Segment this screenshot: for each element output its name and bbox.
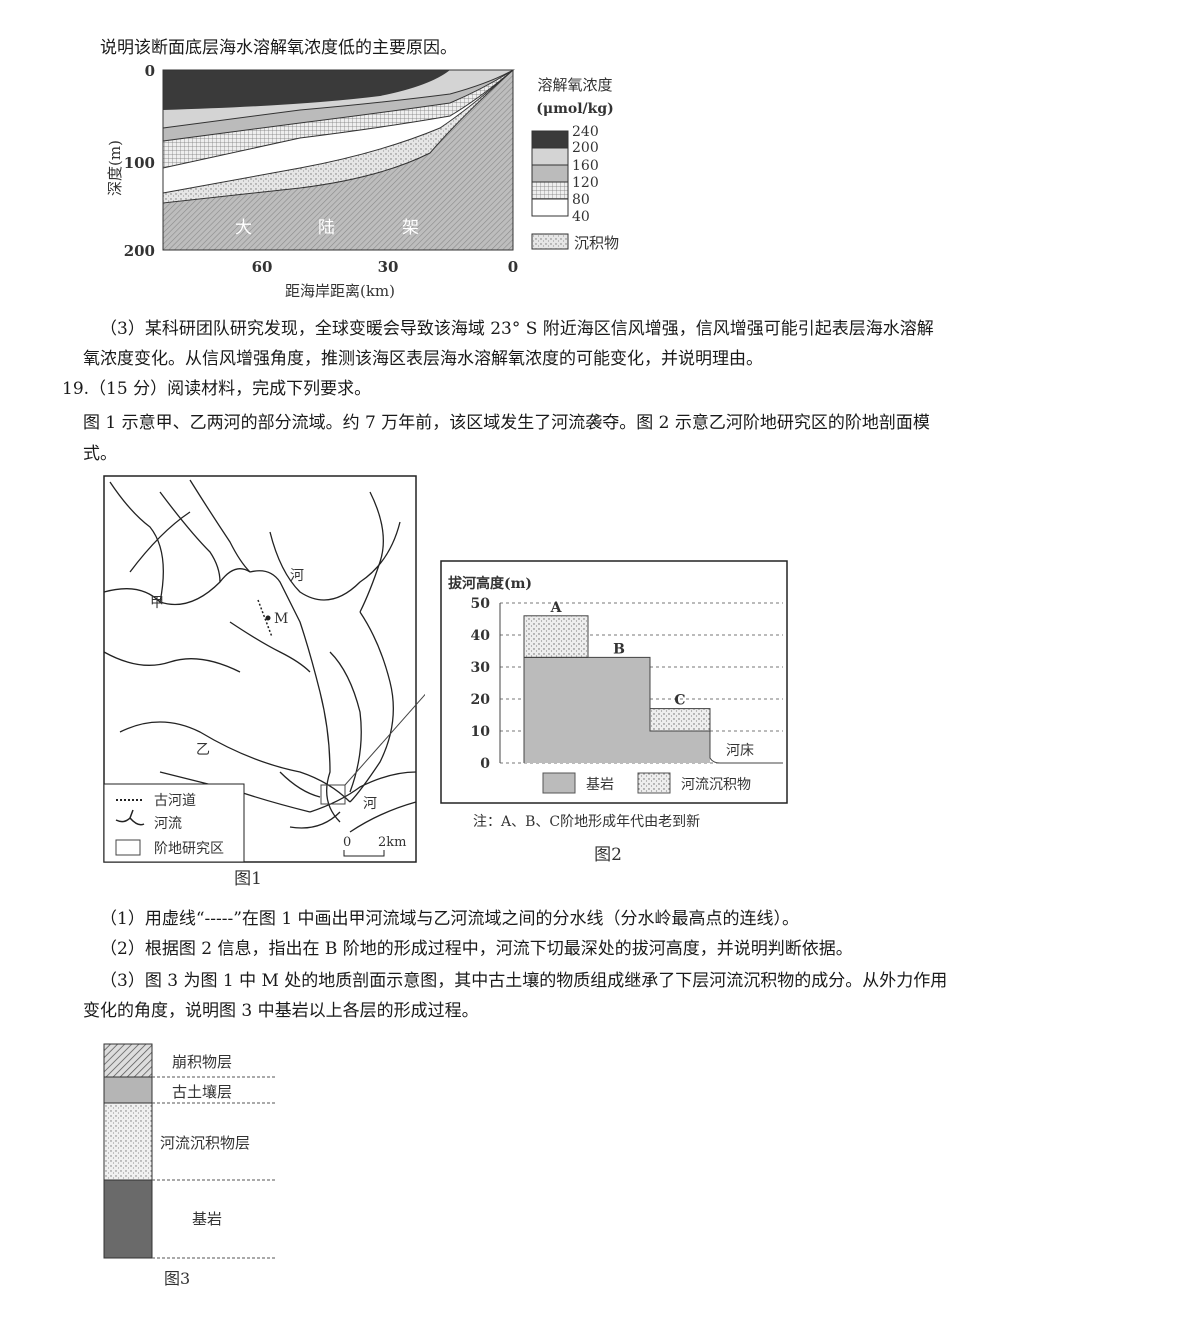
y-tick: 50	[471, 596, 491, 612]
legend-ancient-channel: 古河道	[154, 793, 196, 809]
terrace-label: B	[613, 641, 625, 657]
figure2-note: 注：A、B、C阶地形成年代由老到新	[473, 814, 700, 830]
question-text: 氧浓度变化。从信风增强角度，推测该海区表层海水溶解氧浓度的可能变化，并说明理由。	[83, 349, 763, 369]
legend-level: 80	[572, 192, 590, 208]
legend-sediment: 河流沉积物	[681, 777, 751, 793]
layer-label: 河流沉积物层	[160, 1134, 250, 1152]
figure1-caption: 图1	[234, 869, 262, 889]
legend-bedrock: 基岩	[586, 776, 614, 793]
riverbed-label: 河床	[726, 743, 754, 759]
sediment-A	[523, 615, 589, 658]
legend-unit: (μmol/kg)	[536, 101, 614, 117]
figure2-terrace-profile: 拔河高度(m) A B C 0 10 20 30 40 50 河床 基岩 河流沉积物 注：A、…	[440, 560, 788, 865]
x-axis-label: 距海岸距离(km)	[285, 282, 395, 300]
question-text: （2）根据图 2 信息，指出在 B 阶地的形成过程中，河流下切最深处的拔河高度，…	[100, 939, 853, 959]
study-area-box	[320, 784, 346, 805]
question-heading: 19.（15 分）阅读材料，完成下列要求。	[62, 379, 372, 399]
legend-level: 160	[572, 158, 599, 174]
figure2-caption: 图2	[594, 845, 622, 865]
oxygen-section-chart: 0 100 200 60 30 0 距海岸距离(km) 深度(m) 大 陆 架 …	[106, 62, 619, 300]
question-text: 变化的角度，说明图 3 中基岩以上各层的形成过程。	[83, 1001, 479, 1021]
legend-sediment: 沉积物	[574, 234, 619, 252]
figure3-caption: 图3	[164, 1269, 190, 1288]
bedrock-A	[524, 657, 588, 763]
y-tick: 30	[471, 660, 491, 676]
scale-dist: 2km	[378, 835, 406, 850]
legend-level: 40	[572, 209, 590, 225]
label-m: M	[274, 611, 288, 627]
y-tick: 0	[145, 62, 155, 80]
x-tick: 30	[378, 258, 399, 276]
pointer-line	[344, 693, 425, 786]
layer-bedrock	[103, 1179, 153, 1259]
scale-bar	[343, 850, 385, 857]
question-text: （3）某科研团队研究发现，全球变暖会导致该海域 23° S 附近海区信风增强，信…	[100, 319, 934, 339]
bedrock-B	[588, 657, 650, 763]
y-tick: 0	[480, 756, 490, 772]
y-tick: 20	[471, 692, 491, 708]
rivers	[103, 479, 417, 833]
ancient-channel	[257, 599, 273, 638]
terrace-label: A	[550, 600, 563, 616]
label-jia: 甲	[150, 595, 164, 611]
point-m	[265, 615, 271, 621]
question-text: 说明该断面底层海水溶解氧浓度低的主要原因。	[100, 38, 457, 58]
question-text: （1）用虚线“-----”在图 1 中画出甲河流域与乙河流域之间的分水线（分水岭…	[100, 909, 800, 929]
label-yi: 乙	[196, 742, 210, 758]
x-tick: 0	[508, 258, 518, 276]
y-tick: 100	[124, 154, 155, 172]
bedrock-C	[650, 731, 710, 763]
layer-label: 基岩	[192, 1210, 222, 1228]
shelf-label: 陆	[318, 218, 335, 238]
x-tick: 60	[252, 258, 273, 276]
shelf-label: 大	[235, 218, 252, 238]
legend-title: 溶解氧浓度	[537, 76, 612, 94]
y-tick: 40	[471, 628, 491, 644]
layer-label: 崩积物层	[172, 1053, 232, 1071]
layer-label: 古土壤层	[172, 1083, 232, 1101]
question-text: 图 1 示意甲、乙两河的部分流域。约 7 万年前，该区域发生了河流袭夺。图 2 …	[83, 413, 930, 433]
question-text: 式。	[83, 444, 117, 464]
layer-fluvial	[103, 1102, 153, 1181]
label-he: 河	[290, 568, 304, 584]
question-text: （3）图 3 为图 1 中 M 处的地质剖面示意图，其中古土壤的物质组成继承了下…	[100, 971, 948, 991]
layer-colluvium	[103, 1043, 153, 1078]
terrace-label: C	[674, 693, 685, 709]
y-tick: 200	[124, 242, 155, 260]
legend-level: 120	[572, 175, 599, 191]
figure3-geologic-column: 崩积物层 古土壤层 河流沉积物层 基岩 图3	[103, 1043, 275, 1288]
label-he: 河	[363, 796, 377, 812]
legend-level: 200	[572, 140, 599, 156]
map-legend	[103, 783, 245, 863]
figure1-map: M 甲 河 乙 河 古河道 河流 阶地研究区 0 2km 图1	[103, 475, 425, 889]
legend-study-area: 阶地研究区	[154, 841, 224, 857]
legend-river: 河流	[154, 816, 182, 832]
y-axis-label: 拔河高度(m)	[448, 575, 532, 592]
y-tick: 10	[471, 724, 491, 740]
shelf-label: 架	[402, 218, 419, 238]
sediment-C	[649, 708, 711, 732]
scale-zero: 0	[343, 835, 351, 850]
layer-paleosol	[103, 1076, 153, 1104]
oxygen-200-240	[163, 70, 450, 110]
y-axis-label: 深度(m)	[106, 140, 124, 196]
legend-level: 240	[572, 124, 599, 140]
profile-outline	[523, 656, 783, 764]
